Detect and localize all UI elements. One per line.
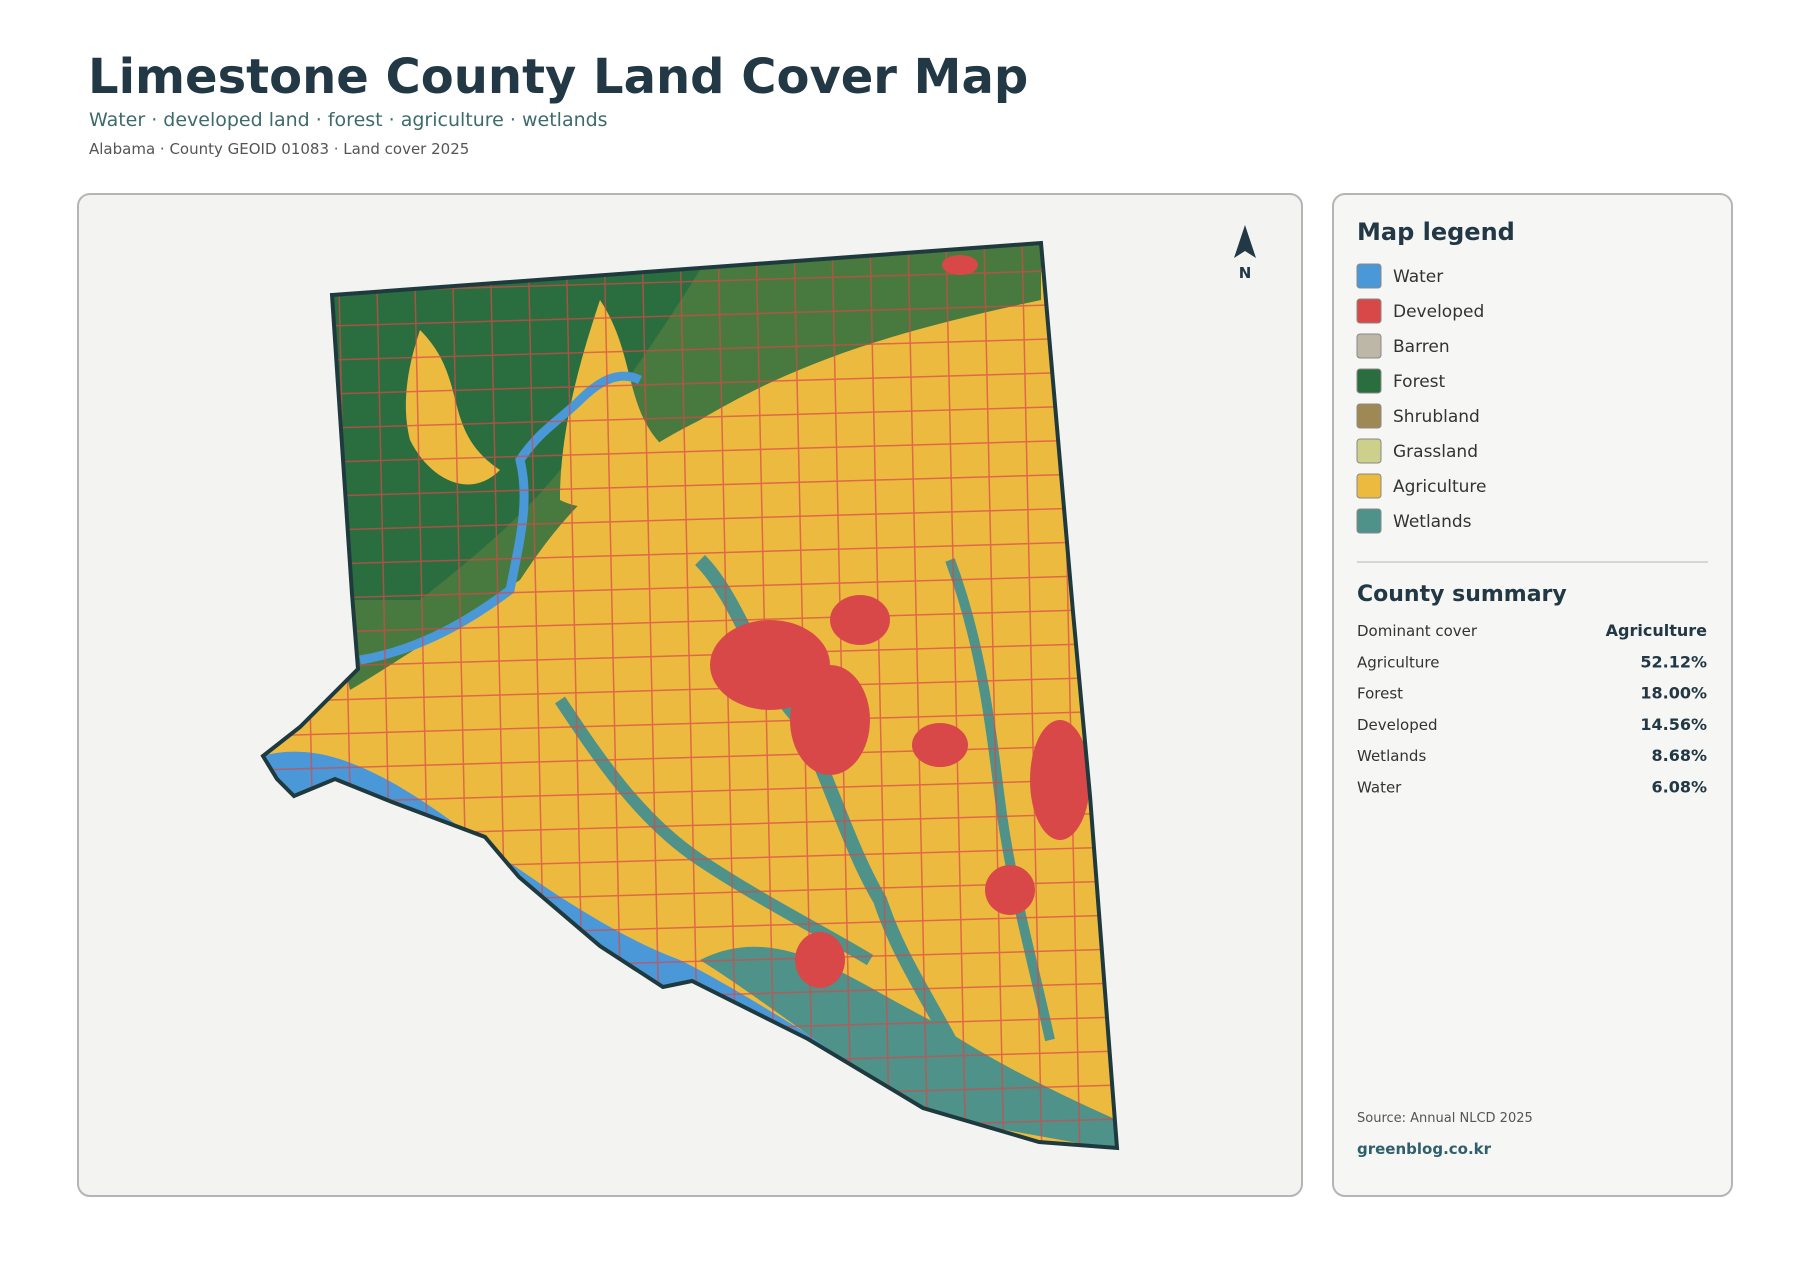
road [263, 370, 1117, 397]
legend-label: Shrubland [1393, 407, 1480, 427]
road [263, 778, 1117, 805]
summary-value: 8.68% [1651, 746, 1707, 765]
summary-value: 52.12% [1640, 652, 1707, 671]
legend-swatch [1356, 473, 1382, 499]
north-label: N [1239, 264, 1252, 282]
summary-label: Wetlands [1357, 747, 1426, 765]
road [1021, 243, 1043, 1148]
legend-swatch [1356, 333, 1382, 359]
legend-label: Barren [1393, 337, 1450, 357]
subtitle: Water · developed land · forest · agricu… [89, 109, 608, 131]
summary-label: Dominant cover [1357, 622, 1478, 640]
legend-swatch [1356, 403, 1382, 429]
road [793, 243, 815, 1148]
legend-swatch [1356, 263, 1382, 289]
road [263, 710, 1117, 737]
road [983, 243, 1005, 1148]
road [263, 336, 1117, 363]
road [263, 404, 1117, 431]
legend-label: Agriculture [1393, 477, 1487, 497]
legend-swatch [1356, 438, 1382, 464]
road [263, 574, 1117, 601]
road [263, 472, 1117, 499]
road [263, 540, 1117, 567]
road [263, 642, 1117, 669]
road [263, 438, 1117, 465]
road [263, 302, 1117, 329]
legend-swatch [1356, 368, 1382, 394]
summary-label: Developed [1357, 716, 1438, 734]
summary-label: Agriculture [1357, 653, 1440, 671]
road [831, 243, 853, 1148]
site: greenblog.co.kr [1357, 1140, 1492, 1158]
road [263, 608, 1117, 635]
legend-label: Wetlands [1393, 512, 1472, 532]
summary-value: 18.00% [1640, 684, 1707, 703]
road [263, 506, 1117, 533]
legend-label: Developed [1393, 302, 1484, 322]
legend-swatch [1356, 508, 1382, 534]
summary-value: Agriculture [1606, 621, 1708, 640]
summary-label: Water [1357, 779, 1402, 797]
road [907, 243, 929, 1148]
road [945, 243, 967, 1148]
summary-title: County summary [1357, 582, 1567, 607]
title: Limestone County Land Cover Map [88, 49, 1028, 105]
meta: Alabama · County GEOID 01083 · Land cove… [89, 140, 469, 158]
legend-title: Map legend [1357, 218, 1515, 246]
road [869, 243, 891, 1148]
north-arrow [1234, 225, 1256, 258]
legend-swatch [1356, 298, 1382, 324]
legend-label: Forest [1393, 372, 1446, 392]
summary-value: 6.08% [1651, 778, 1707, 797]
road [263, 744, 1117, 771]
legend-panel [1332, 193, 1733, 1197]
summary-label: Forest [1357, 685, 1403, 703]
road [755, 243, 777, 1148]
legend-label: Grassland [1393, 442, 1478, 462]
legend-label: Water [1393, 267, 1443, 287]
summary-value: 14.56% [1640, 715, 1707, 734]
source: Source: Annual NLCD 2025 [1357, 1111, 1533, 1126]
road [263, 676, 1117, 703]
